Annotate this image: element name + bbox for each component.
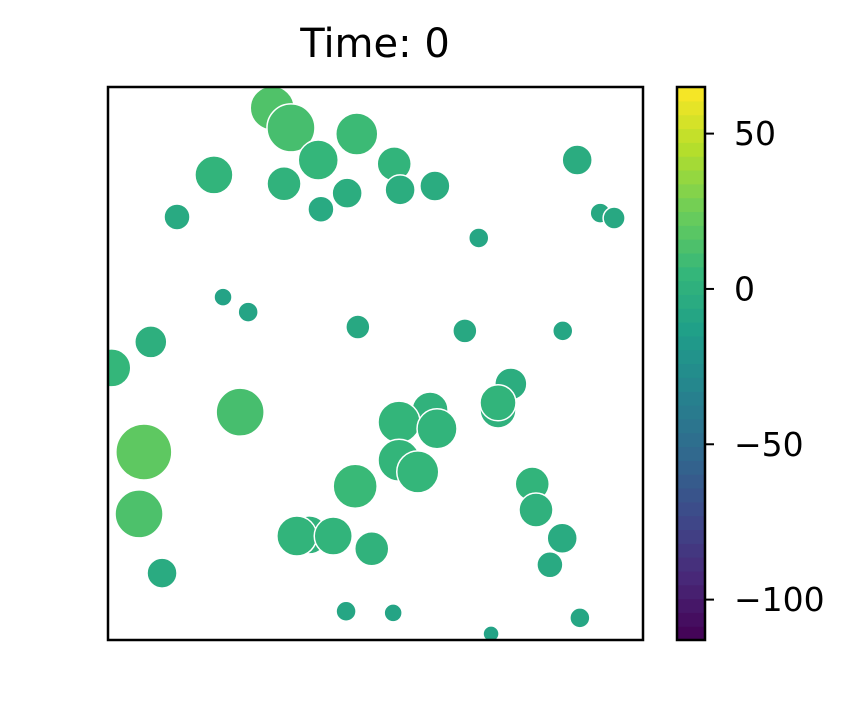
colorbar-band bbox=[677, 225, 705, 240]
point bbox=[546, 522, 578, 554]
point bbox=[354, 531, 390, 567]
point bbox=[384, 174, 416, 206]
point bbox=[115, 423, 173, 481]
colorbar-band bbox=[677, 404, 705, 420]
point bbox=[146, 557, 178, 589]
colorbar bbox=[677, 87, 705, 641]
point bbox=[163, 203, 191, 231]
point bbox=[332, 463, 378, 510]
colorbar-tick-label: 50 bbox=[734, 114, 776, 153]
colorbar-band bbox=[677, 584, 705, 600]
point bbox=[266, 166, 302, 202]
point bbox=[297, 139, 340, 181]
colorbar-band bbox=[677, 474, 705, 489]
colorbar-tick-label: 0 bbox=[734, 269, 755, 308]
colorbar-band bbox=[677, 529, 705, 544]
colorbar-band bbox=[677, 142, 705, 157]
colorbar-band bbox=[677, 211, 705, 226]
colorbar-band bbox=[677, 239, 705, 254]
point bbox=[114, 489, 164, 539]
point bbox=[237, 301, 259, 323]
point bbox=[307, 195, 335, 223]
colorbar-band bbox=[677, 87, 705, 102]
point bbox=[416, 408, 458, 450]
point bbox=[345, 314, 371, 340]
colorbar-band bbox=[677, 100, 705, 116]
colorbar-band bbox=[677, 252, 705, 268]
colorbar-band bbox=[677, 598, 705, 613]
colorbar-band bbox=[677, 460, 705, 475]
point bbox=[518, 492, 554, 528]
colorbar-band bbox=[677, 349, 705, 365]
colorbar-band bbox=[677, 363, 705, 378]
point bbox=[419, 170, 451, 202]
point bbox=[108, 348, 132, 388]
colorbar-band bbox=[677, 501, 705, 517]
point bbox=[569, 607, 591, 629]
colorbar-band bbox=[677, 626, 705, 641]
colorbar-band bbox=[677, 377, 705, 392]
point bbox=[213, 287, 233, 307]
point bbox=[482, 625, 500, 640]
colorbar-band bbox=[677, 543, 705, 558]
colorbar-band bbox=[677, 418, 705, 434]
colorbar-band bbox=[677, 266, 705, 282]
colorbar-band bbox=[677, 570, 705, 586]
colorbar-band bbox=[677, 156, 705, 171]
point bbox=[266, 103, 316, 153]
point bbox=[313, 516, 353, 556]
point bbox=[335, 112, 379, 156]
colorbar-band bbox=[677, 169, 705, 185]
colorbar-band bbox=[677, 114, 705, 130]
point bbox=[377, 400, 421, 444]
colorbar-band bbox=[677, 487, 705, 503]
colorbar-band bbox=[677, 335, 705, 351]
colorbar-band bbox=[677, 280, 705, 295]
colorbar-band bbox=[677, 128, 705, 143]
colorbar-tick-label: −50 bbox=[734, 425, 804, 464]
point bbox=[479, 384, 517, 422]
axes-frame bbox=[106, 85, 645, 642]
colorbar-tick-label: −100 bbox=[734, 580, 825, 619]
colorbar-band bbox=[677, 432, 705, 448]
point bbox=[331, 177, 363, 209]
colorbar-band bbox=[677, 294, 705, 309]
colorbar-band bbox=[677, 183, 705, 199]
point bbox=[396, 450, 440, 494]
colorbar-band bbox=[677, 515, 705, 530]
point bbox=[602, 206, 626, 230]
point bbox=[335, 600, 357, 622]
point bbox=[215, 387, 265, 437]
point bbox=[194, 155, 234, 195]
point bbox=[383, 603, 403, 623]
point bbox=[134, 325, 168, 359]
chart-title: Time: 0 bbox=[299, 21, 450, 67]
point bbox=[561, 144, 593, 176]
point bbox=[536, 551, 564, 579]
colorbar-frame bbox=[675, 85, 707, 642]
colorbar-band bbox=[677, 308, 705, 323]
point bbox=[452, 318, 478, 344]
point bbox=[468, 227, 490, 249]
colorbar-band bbox=[677, 391, 705, 406]
point bbox=[552, 320, 574, 342]
point bbox=[276, 515, 318, 557]
colorbar-band bbox=[677, 612, 705, 627]
colorbar-band bbox=[677, 557, 705, 572]
colorbar-band bbox=[677, 446, 705, 461]
colorbar-band bbox=[677, 197, 705, 213]
plot-area bbox=[108, 87, 626, 640]
colorbar-band bbox=[677, 322, 705, 337]
